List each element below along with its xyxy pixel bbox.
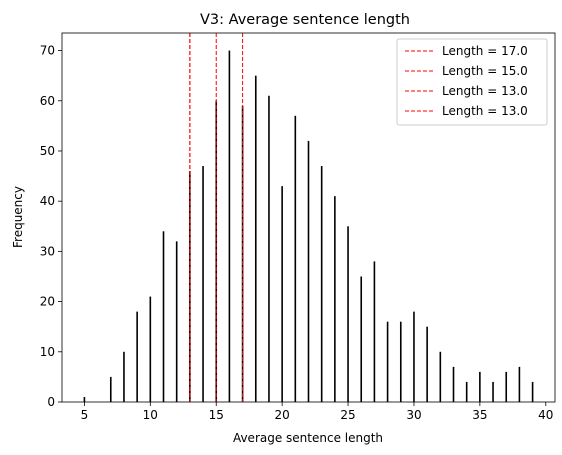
legend-label: Length = 15.0 — [442, 64, 528, 78]
y-tick-label: 30 — [40, 244, 55, 258]
bar — [360, 276, 363, 402]
bar — [439, 351, 442, 402]
legend-frame — [396, 38, 548, 126]
legend: Length = 17.0 Length = 15.0 Length = 13.0 L… — [396, 38, 548, 126]
y-tick-label: 60 — [40, 94, 55, 108]
chart-title: V3: Average sentence length — [200, 12, 410, 28]
bar — [505, 371, 508, 402]
x-tick-label: 20 — [274, 408, 289, 422]
bar — [465, 381, 468, 402]
reference-lines-group — [189, 33, 244, 402]
bar — [320, 166, 323, 402]
bar — [136, 311, 138, 402]
x-tick-label: 15 — [209, 408, 224, 422]
y-tick-label: 0 — [47, 395, 55, 409]
x-tick-label: 5 — [81, 408, 89, 422]
legend-label: Length = 13.0 — [442, 104, 528, 118]
bar — [426, 326, 428, 402]
y-axis-label: Frequency — [11, 186, 25, 248]
y-tick-label: 40 — [40, 194, 55, 208]
y-tick-label: 50 — [40, 144, 55, 158]
bar — [281, 186, 283, 402]
bar — [83, 396, 86, 402]
bar — [518, 366, 521, 402]
bar — [492, 381, 494, 402]
y-axis-ticks: 0 10 20 30 40 50 60 70 — [40, 44, 62, 409]
bar — [241, 105, 244, 402]
bar — [531, 381, 534, 402]
x-tick-label: 35 — [472, 408, 487, 422]
plot-frame — [61, 32, 556, 403]
legend-label: Length = 13.0 — [442, 84, 528, 98]
y-tick-label: 10 — [40, 345, 55, 359]
bar — [254, 75, 257, 403]
x-axis-ticks: 5 10 15 20 25 30 35 40 — [81, 402, 553, 422]
bar — [175, 241, 178, 402]
bar — [413, 311, 415, 402]
x-tick-label: 25 — [340, 408, 355, 422]
bar — [334, 196, 336, 402]
bar — [109, 376, 112, 402]
y-tick-label: 20 — [40, 295, 55, 309]
bar — [162, 231, 165, 402]
x-tick-label: 40 — [538, 408, 553, 422]
bar — [347, 226, 349, 402]
bar — [123, 351, 125, 402]
bar — [228, 50, 231, 402]
bar — [202, 166, 204, 402]
bar — [479, 371, 481, 402]
x-axis-label: Average sentence length — [233, 431, 383, 445]
bar — [294, 115, 297, 402]
bar — [149, 296, 152, 402]
legend-label: Length = 17.0 — [442, 44, 528, 58]
bar — [268, 95, 270, 403]
bar — [452, 366, 455, 402]
bar — [307, 140, 310, 402]
bar — [399, 321, 402, 402]
x-tick-label: 30 — [406, 408, 421, 422]
bar — [386, 321, 389, 402]
x-tick-label: 10 — [143, 408, 158, 422]
y-tick-label: 70 — [40, 44, 55, 58]
bar — [373, 261, 376, 402]
